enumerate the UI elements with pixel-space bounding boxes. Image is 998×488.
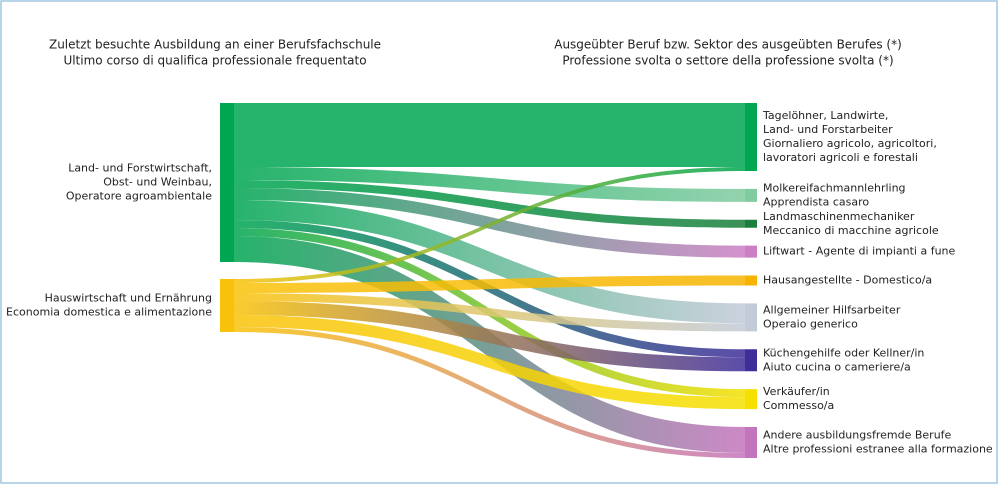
node — [220, 279, 234, 332]
node-label: Verkäufer/in — [763, 385, 830, 398]
node-label: Hausangestellte - Domestico/a — [763, 274, 932, 287]
link — [234, 315, 745, 410]
node — [745, 219, 757, 228]
link — [234, 293, 745, 332]
node-label: Küchengehilfe oder Kellner/in — [763, 346, 924, 359]
link — [234, 180, 745, 228]
link — [234, 103, 745, 167]
node-label: Liftwart - Agente di impianti a fune — [763, 245, 956, 258]
node-label: Meccanico di macchine agricole — [763, 224, 939, 237]
node — [220, 103, 234, 262]
nodes — [220, 103, 757, 458]
node-label: Giornaliero agricolo, agricoltori, — [763, 137, 937, 150]
link — [234, 275, 745, 293]
right-title: Professione svolta o settore della profe… — [562, 54, 893, 68]
node — [745, 188, 757, 202]
node-label: Operatore agroambientale — [66, 190, 212, 203]
node — [745, 245, 757, 258]
left-title: Zuletzt besuchte Ausbildung an einer Ber… — [49, 38, 381, 52]
node-label: Altre professioni estranee alla formazio… — [763, 443, 993, 456]
node-label: Hauswirtschaft und Ernährung — [45, 292, 212, 305]
node-label: Allgemeiner Hilfsarbeiter — [763, 303, 901, 316]
labels: Land- und Forstwirtschaft,Obst- und Wein… — [6, 109, 993, 456]
left-title: Ultimo corso di qualifica professionale … — [63, 54, 366, 68]
node-label: Obst- und Weinbau, — [103, 176, 212, 189]
node-label: lavoratori agricoli e forestali — [763, 151, 918, 164]
link — [234, 236, 745, 453]
link — [234, 200, 745, 324]
node-label: Economia domestica e alimentazione — [6, 306, 212, 319]
node-label: Apprendista casaro — [763, 195, 869, 208]
right-title: Ausgeübter Beruf bzw. Sektor des ausgeüb… — [554, 38, 902, 52]
node-label: Aiuto cucina o cameriere/a — [763, 360, 911, 373]
link — [234, 327, 745, 458]
link — [234, 167, 745, 202]
node-label: Andere ausbildungsfremde Berufe — [763, 429, 952, 442]
node — [745, 275, 757, 286]
node — [745, 427, 757, 458]
node-label: Commesso/a — [763, 399, 834, 412]
node-label: Tagelöhner, Landwirte, — [762, 109, 888, 122]
link — [234, 188, 745, 258]
node — [745, 103, 757, 171]
node — [745, 349, 757, 372]
node-label: Operaio generico — [763, 317, 858, 330]
link — [234, 301, 745, 372]
node-label: Land- und Forstarbeiter — [763, 123, 893, 136]
node-label: Landmaschinenmechaniker — [763, 210, 915, 223]
link — [234, 167, 745, 283]
node-label: Molkereifachmannlehrling — [763, 181, 906, 194]
node — [745, 389, 757, 410]
node-label: Land- und Forstwirtschaft, — [68, 162, 212, 175]
node — [745, 303, 757, 332]
links — [234, 103, 745, 458]
